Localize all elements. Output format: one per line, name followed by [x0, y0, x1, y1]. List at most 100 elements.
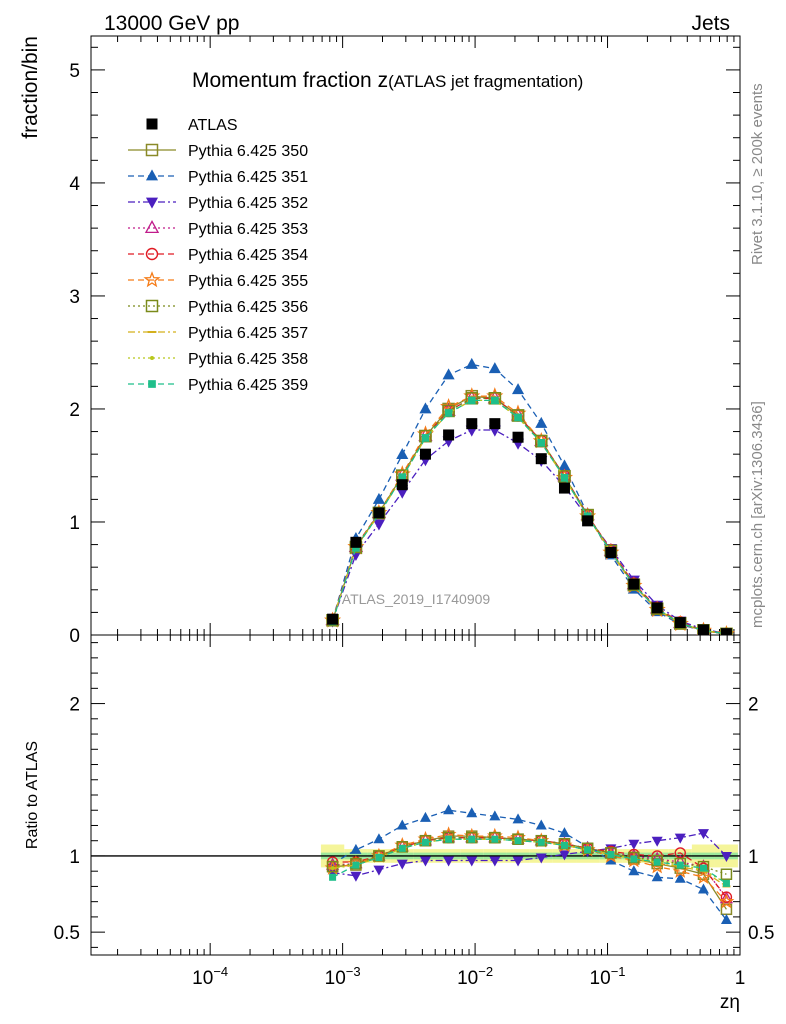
y-tick-label: 4: [69, 174, 80, 195]
ratio-point: [514, 837, 522, 845]
ratio-point: [584, 846, 592, 854]
legend-label: Pythia 6.425 358: [188, 351, 308, 368]
ratio-line: [332, 837, 727, 875]
data-point: [490, 396, 499, 405]
ratio-point: [373, 865, 385, 876]
ratio-point: [720, 851, 732, 862]
data-point: [558, 470, 571, 483]
ratio-point: [443, 856, 455, 867]
ratio-point: [607, 850, 615, 858]
x-tick-label: 10−3: [325, 964, 361, 989]
legend-marker: [150, 356, 154, 360]
legend-marker: [147, 331, 157, 333]
y-tick-label: 0: [69, 626, 80, 647]
legend-entry-358: Pythia 6.425 358: [128, 351, 308, 368]
series-main-352: [326, 425, 733, 635]
ratio-point: [651, 871, 663, 882]
ratio-point: [421, 838, 429, 846]
header-beam-label: 13000 GeV pp: [104, 12, 239, 35]
ratio-point: [699, 864, 707, 872]
legend-marker: [148, 380, 156, 388]
legend-entry-352: Pythia 6.425 352: [128, 195, 308, 212]
ratio-point: [720, 868, 733, 880]
x-tick-label: 10−2: [457, 964, 493, 989]
legend-marker: [143, 271, 161, 288]
y-tick-label: 2: [69, 400, 80, 421]
legend-label: Pythia 6.425 351: [188, 169, 308, 186]
ratio-point: [491, 835, 499, 843]
ratio-point: [630, 855, 638, 863]
ratio-point: [722, 879, 730, 887]
ratio-point: [326, 860, 339, 873]
legend-entry-356: Pythia 6.425 356: [128, 299, 308, 316]
ratio-point: [445, 835, 453, 843]
ratio-point: [537, 838, 545, 846]
legend-marker: [144, 220, 160, 234]
y-axis-label: fraction/bin: [19, 36, 42, 139]
data-point: [398, 473, 407, 482]
legend-entry-357: Pythia 6.425 357: [128, 325, 308, 342]
reference-point: [373, 507, 385, 519]
reference-point: [651, 602, 663, 614]
ratio-point: [674, 872, 686, 883]
legend-marker: [146, 118, 158, 130]
legend-label: Pythia 6.425 353: [188, 221, 308, 238]
data-point: [444, 409, 453, 417]
legend-label: Pythia 6.425 359: [188, 377, 308, 394]
ratio-point: [352, 861, 360, 869]
legend-label: Pythia 6.425 350: [188, 143, 308, 160]
ratio-line: [332, 837, 727, 898]
ratio-point: [419, 856, 431, 867]
ratio-point: [718, 893, 735, 909]
legend-label: Pythia 6.425 357: [188, 325, 308, 342]
ratio-point: [375, 853, 383, 861]
ratio-point: [373, 833, 385, 844]
legend-marker: [145, 197, 159, 209]
ratio-point: [558, 827, 570, 838]
reference-point: [582, 515, 594, 527]
legend-entry-355: Pythia 6.425 355: [128, 271, 308, 290]
reference-point: [558, 482, 570, 494]
legend-label: Pythia 6.425 354: [188, 247, 308, 264]
data-point: [560, 473, 569, 482]
ratio-point: [398, 844, 406, 852]
reference-point: [605, 546, 617, 558]
data-point: [488, 362, 501, 374]
ratio-point: [396, 819, 408, 830]
reference-point: [466, 418, 478, 430]
chart-title: Momentum fraction z(ATLAS jet fragmentat…: [192, 69, 583, 92]
legend-entry-353: Pythia 6.425 353: [128, 220, 308, 238]
series-ratio-359: [329, 835, 730, 887]
ratio-point: [466, 856, 478, 867]
reference-point: [628, 578, 640, 590]
ratio-point: [695, 868, 712, 884]
data-point: [442, 368, 455, 380]
data-point: [535, 416, 548, 428]
data-point: [465, 357, 478, 369]
analysis-watermark: ATLAS_2019_I1740909: [342, 591, 491, 607]
series-ratio-357: [328, 838, 731, 888]
x-tick-label: 10−1: [590, 964, 626, 989]
ratio-point: [560, 841, 568, 849]
reference-point: [396, 479, 408, 491]
ratio-point: [443, 804, 455, 815]
ratio-point: [466, 807, 478, 818]
y-tick-label: 1: [69, 513, 80, 534]
reference-point: [327, 613, 339, 625]
ratio-point: [697, 829, 709, 840]
ratio-line: [332, 833, 727, 903]
ratio-point: [512, 813, 524, 824]
legend-marker: [145, 143, 159, 157]
legend-marker: [145, 247, 159, 261]
data-point: [396, 487, 409, 499]
ratio-point: [676, 861, 684, 869]
ratio-plot-frame: [90, 634, 741, 956]
reference-point: [419, 448, 431, 460]
ratio-point: [350, 871, 362, 882]
ratio-point: [489, 856, 501, 867]
chart-subtitle: (ATLAS jet fragmentation): [388, 72, 583, 91]
ratio-tick-label-right: 2: [748, 695, 759, 716]
data-point: [467, 396, 476, 405]
reference-point: [720, 628, 732, 635]
